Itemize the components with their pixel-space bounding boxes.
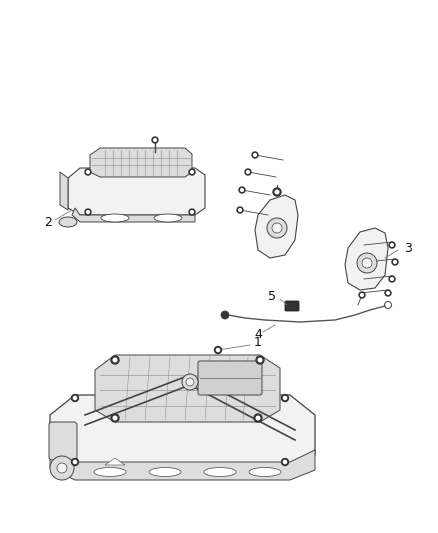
Circle shape xyxy=(272,223,282,233)
Circle shape xyxy=(215,346,222,353)
Ellipse shape xyxy=(94,467,126,477)
Circle shape xyxy=(239,187,245,193)
Text: 2: 2 xyxy=(44,215,52,229)
Circle shape xyxy=(85,209,91,215)
Circle shape xyxy=(152,137,158,143)
Circle shape xyxy=(389,276,395,282)
FancyBboxPatch shape xyxy=(285,301,299,311)
Circle shape xyxy=(111,414,119,422)
Ellipse shape xyxy=(249,467,281,477)
Circle shape xyxy=(189,209,195,215)
Ellipse shape xyxy=(204,467,236,477)
Circle shape xyxy=(359,292,365,298)
Circle shape xyxy=(247,171,249,173)
Circle shape xyxy=(71,458,78,465)
Circle shape xyxy=(186,378,194,386)
Circle shape xyxy=(189,169,195,175)
Polygon shape xyxy=(90,148,192,177)
Circle shape xyxy=(282,394,289,401)
Circle shape xyxy=(392,259,398,265)
Circle shape xyxy=(256,416,260,420)
Polygon shape xyxy=(50,395,315,470)
Circle shape xyxy=(221,311,229,319)
Circle shape xyxy=(237,207,243,213)
Circle shape xyxy=(258,358,262,362)
Circle shape xyxy=(191,211,193,213)
Circle shape xyxy=(182,374,198,390)
Circle shape xyxy=(239,208,241,212)
Circle shape xyxy=(50,456,74,480)
Text: 5: 5 xyxy=(268,289,276,303)
Circle shape xyxy=(74,397,77,400)
Polygon shape xyxy=(345,228,388,290)
Circle shape xyxy=(385,290,391,296)
Circle shape xyxy=(283,397,286,400)
Circle shape xyxy=(113,358,117,362)
Circle shape xyxy=(389,242,395,248)
Circle shape xyxy=(74,461,77,464)
Polygon shape xyxy=(60,172,68,210)
Polygon shape xyxy=(95,355,280,422)
Polygon shape xyxy=(50,450,315,480)
Circle shape xyxy=(254,154,256,156)
Circle shape xyxy=(245,169,251,175)
Circle shape xyxy=(57,463,67,473)
Circle shape xyxy=(282,458,289,465)
Circle shape xyxy=(154,139,156,141)
Polygon shape xyxy=(255,195,298,258)
Circle shape xyxy=(85,169,91,175)
Circle shape xyxy=(283,461,286,464)
Circle shape xyxy=(387,292,389,294)
Circle shape xyxy=(391,244,393,246)
Circle shape xyxy=(113,416,117,420)
Circle shape xyxy=(254,414,262,422)
FancyBboxPatch shape xyxy=(198,361,262,395)
Circle shape xyxy=(394,261,396,263)
Circle shape xyxy=(87,211,89,213)
Circle shape xyxy=(252,152,258,158)
Circle shape xyxy=(357,253,377,273)
Ellipse shape xyxy=(59,217,77,227)
Text: 3: 3 xyxy=(404,241,412,254)
Circle shape xyxy=(240,189,244,191)
Ellipse shape xyxy=(149,467,181,477)
Circle shape xyxy=(71,394,78,401)
Text: 1: 1 xyxy=(254,336,262,350)
Circle shape xyxy=(362,258,372,268)
Circle shape xyxy=(273,188,281,196)
Polygon shape xyxy=(72,208,195,222)
Circle shape xyxy=(87,171,89,173)
Ellipse shape xyxy=(101,214,129,222)
Circle shape xyxy=(267,218,287,238)
Polygon shape xyxy=(105,458,125,465)
FancyBboxPatch shape xyxy=(49,422,77,460)
Circle shape xyxy=(391,278,393,280)
Circle shape xyxy=(216,349,219,352)
Ellipse shape xyxy=(154,214,182,222)
Circle shape xyxy=(256,356,264,364)
Circle shape xyxy=(275,190,279,194)
Circle shape xyxy=(111,356,119,364)
Polygon shape xyxy=(68,168,205,215)
Circle shape xyxy=(191,171,193,173)
Text: 4: 4 xyxy=(254,328,262,342)
Circle shape xyxy=(360,294,364,296)
